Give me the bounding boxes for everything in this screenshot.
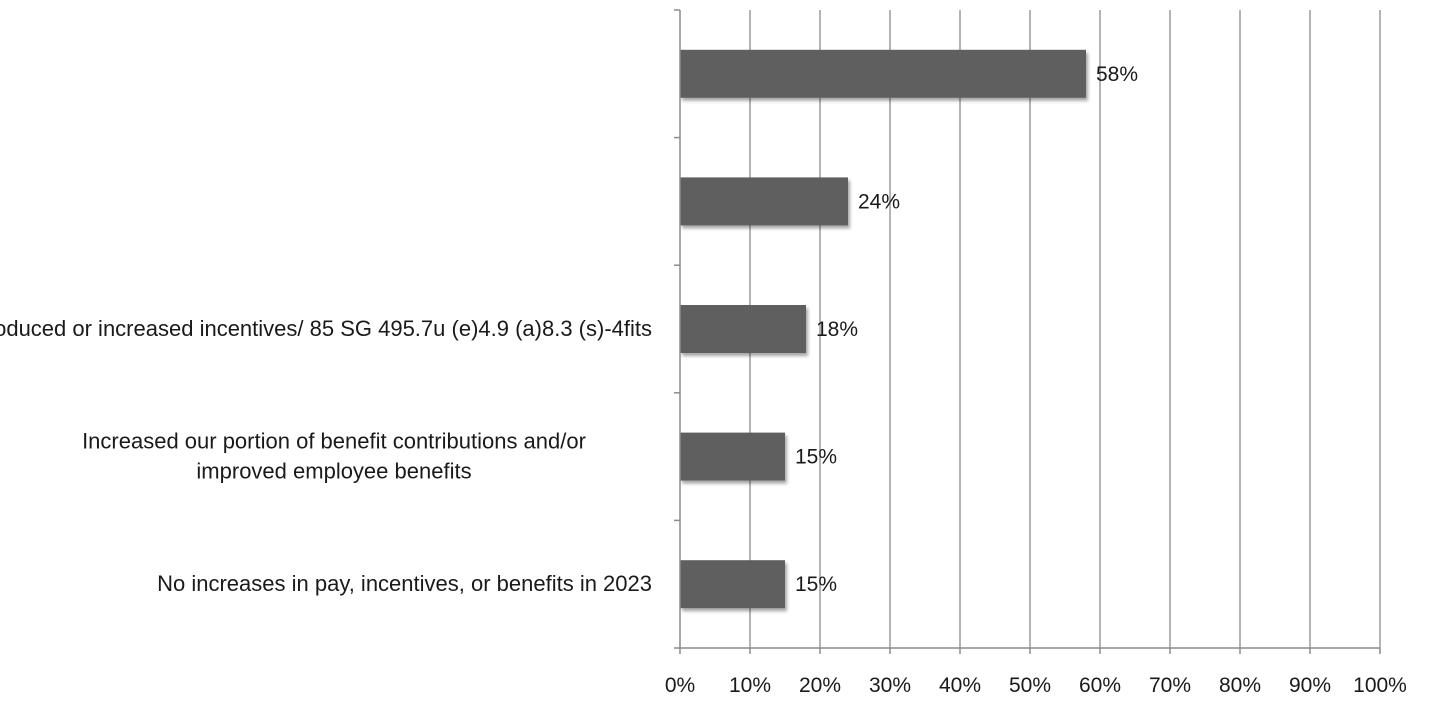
data-label: 15% — [795, 446, 837, 469]
x-tick-label: 100% — [1353, 674, 1407, 697]
labels: 0% 10% 20% 30% 40% 50% 60% 70% 80% 90% 100% 58% 24% 1… — [0, 63, 1407, 697]
data-label: 15% — [795, 573, 837, 596]
category-label: No increases in pay, incentives, or bene… — [157, 571, 652, 596]
gridlines — [749, 10, 1381, 648]
axes — [674, 9, 1381, 654]
bar — [680, 49, 1086, 98]
category-label: Introduced or increased incentives/ 85 S… — [0, 316, 652, 341]
x-tick-label: 40% — [939, 674, 981, 697]
bar — [680, 305, 806, 353]
x-tick-label: 60% — [1079, 674, 1121, 697]
x-tick-label: 30% — [869, 674, 911, 697]
x-tick-label: 70% — [1149, 674, 1191, 697]
x-tick-label: 80% — [1219, 674, 1261, 697]
data-label: 18% — [816, 318, 858, 341]
x-tick-label: 0% — [665, 674, 695, 697]
bars — [680, 49, 1086, 609]
bar — [680, 560, 785, 609]
bar — [680, 432, 785, 481]
category-label: Increased our portion of benefit contrib… — [82, 429, 586, 454]
bar — [680, 177, 848, 226]
data-label: 24% — [858, 190, 900, 213]
x-tick-label: 50% — [1009, 674, 1051, 697]
x-tick-label: 10% — [729, 674, 771, 697]
x-tick-label: 20% — [799, 674, 841, 697]
category-label: improved employee benefits — [196, 459, 471, 484]
data-label: 58% — [1096, 63, 1138, 86]
x-tick-label: 90% — [1289, 674, 1331, 697]
